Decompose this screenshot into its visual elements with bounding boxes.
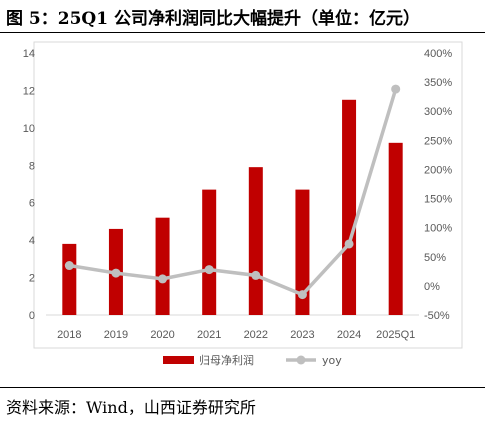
bar — [155, 217, 170, 315]
left-tick-label: 0 — [29, 310, 35, 322]
source-note: 资料来源：Wind，山西证券研究所 — [6, 398, 256, 417]
left-tick-label: 10 — [23, 123, 35, 135]
right-tick-label: -50% — [424, 310, 450, 322]
yoy-point — [297, 290, 307, 300]
yoy-point — [64, 261, 74, 271]
yoy-point — [391, 84, 401, 94]
bar — [295, 189, 310, 315]
right-tick-label: 50% — [424, 252, 446, 264]
legend: 归母净利润 yoy — [163, 353, 342, 367]
legend-line-marker — [296, 355, 306, 365]
x-tick-label: 2020 — [150, 329, 174, 341]
yoy-line — [69, 88, 398, 297]
left-tick-label: 2 — [29, 273, 35, 285]
chart-border — [33, 41, 463, 349]
left-tick-label: 6 — [29, 198, 35, 210]
bar — [248, 167, 263, 315]
left-tick-label: 12 — [23, 85, 35, 97]
right-tick-label: 0% — [424, 281, 440, 293]
bar — [388, 142, 403, 315]
yoy-point — [204, 265, 214, 275]
x-tick-label: 2025Q1 — [376, 329, 415, 341]
yoy-series — [64, 84, 401, 300]
right-tick-label: 250% — [424, 135, 452, 147]
x-axis-ticks: 2018 2019 2020 2021 2022 2023 2024 2025Q1 — [57, 329, 415, 341]
chart: 0 2 4 6 8 10 12 14 -50% 0% 50% 100% 150% 200% 250% 300… — [23, 41, 463, 367]
title-rule — [0, 32, 485, 33]
left-axis-ticks: 0 2 4 6 8 10 12 14 — [23, 48, 35, 322]
right-tick-label: 150% — [424, 194, 452, 206]
figure-title: 图 5：25Q1 公司净利润同比大幅提升（单位：亿元） — [6, 9, 420, 29]
bar — [342, 99, 357, 316]
right-axis-ticks: -50% 0% 50% 100% 150% 200% 250% 300% 350% 400% — [424, 48, 452, 322]
x-tick-label: 2023 — [290, 329, 314, 341]
bar — [202, 189, 217, 315]
yoy-point — [251, 270, 261, 280]
legend-line-label: yoy — [322, 354, 342, 367]
right-tick-label: 200% — [424, 164, 452, 176]
x-tick-label: 2021 — [197, 329, 221, 341]
legend-bar-swatch — [163, 356, 194, 364]
right-tick-label: 300% — [424, 106, 452, 118]
right-tick-label: 350% — [424, 77, 452, 89]
right-tick-label: 400% — [424, 48, 452, 60]
legend-bar-label: 归母净利润 — [199, 353, 254, 367]
right-tick-label: 100% — [424, 223, 452, 235]
bar — [62, 243, 77, 315]
yoy-point — [158, 274, 168, 284]
bar-series — [62, 99, 403, 316]
yoy-point — [111, 268, 121, 278]
left-tick-label: 14 — [23, 48, 35, 60]
x-tick-label: 2024 — [337, 329, 361, 341]
x-tick-label: 2022 — [244, 329, 268, 341]
left-tick-label: 8 — [29, 160, 35, 172]
plot-frame — [33, 41, 463, 349]
left-tick-label: 4 — [29, 235, 35, 247]
x-tick-label: 2019 — [104, 329, 128, 341]
x-tick-label: 2018 — [57, 329, 81, 341]
yoy-point — [344, 239, 354, 249]
source-rule — [0, 387, 485, 388]
